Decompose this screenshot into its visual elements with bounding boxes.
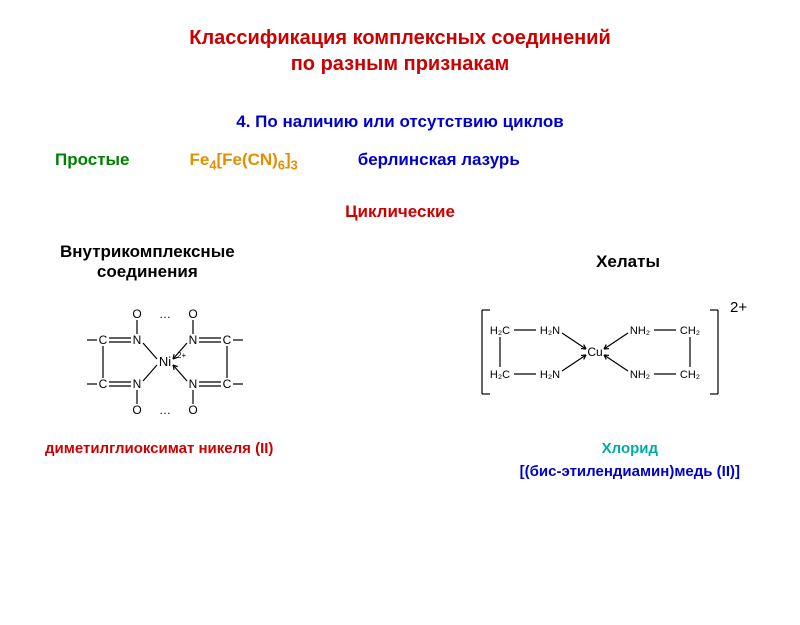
inner-complex-label: Внутрикомплексные соединения [60,242,235,282]
svg-text:C: C [223,377,232,391]
structures-row: Ni2+NNNNCCCCOOOO…… CuH₂NH₂NH₂CH₂CNH₂NH₂C… [0,292,800,432]
nickel-structure: Ni2+NNNNCCCCOOOO…… [45,292,285,432]
main-title: Классификация комплексных соединений по … [0,25,800,77]
svg-text:NH₂: NH₂ [630,325,650,337]
svg-text:O: O [188,403,197,417]
svg-text:N: N [133,377,142,391]
svg-text:…: … [159,403,171,417]
svg-text:H₂C: H₂C [490,369,510,381]
svg-text:C: C [99,333,108,347]
svg-text:N: N [189,377,198,391]
svg-text:H₂C: H₂C [490,325,510,337]
copper-name: [(бис-этилендиамин)медь (II)] [520,463,740,480]
svg-text:O: O [132,307,141,321]
simple-row: Простые Fe4[Fe(CN)6]3 берлинская лазурь [0,150,800,172]
title-l1: Классификация комплексных соединений [189,27,611,49]
svg-text:NH₂: NH₂ [630,369,650,381]
copper-names: Хлорид [(бис-этилендиамин)медь (II)] [520,440,740,480]
formula: Fe4[Fe(CN)6]3 [190,150,298,172]
nickel-name: диметилглиоксимат никеля (II) [45,440,273,480]
subtitle: 4. По наличию или отсутствию циклов [0,112,800,132]
chloride-label: Хлорид [520,440,740,457]
simple-label: Простые [55,150,130,172]
svg-text:O: O [188,307,197,321]
copper-structure: Cu H₂N H₂N H₂C H₂C NH₂ NH₂ CH₂ CH₂ 2+ [430,292,760,412]
copper-block: Cu H₂N H₂N H₂C H₂C NH₂ NH₂ CH₂ CH₂ 2+ [430,292,760,412]
svg-text:CH₂: CH₂ [680,325,700,337]
svg-text:H₂N: H₂N [540,325,560,337]
berlin-label: берлинская лазурь [358,150,520,172]
svg-text:2+: 2+ [730,299,747,316]
svg-text:Ni: Ni [159,354,171,369]
svg-text:N: N [133,333,142,347]
bottom-row: диметилглиоксимат никеля (II) Хлорид [(б… [0,440,800,480]
cyclic-label: Циклические [0,202,800,222]
svg-text:Cu: Cu [587,345,602,359]
svg-text:…: … [159,307,171,321]
chelates-label: Хелаты [596,242,720,282]
type-row: Внутрикомплексные соединения Хелаты [0,242,800,282]
svg-text:N: N [189,333,198,347]
svg-text:H₂N: H₂N [540,369,560,381]
title-l2: по разным признакам [291,53,510,75]
svg-text:O: O [132,403,141,417]
svg-text:CH₂: CH₂ [680,369,700,381]
svg-text:C: C [223,333,232,347]
svg-text:C: C [99,377,108,391]
